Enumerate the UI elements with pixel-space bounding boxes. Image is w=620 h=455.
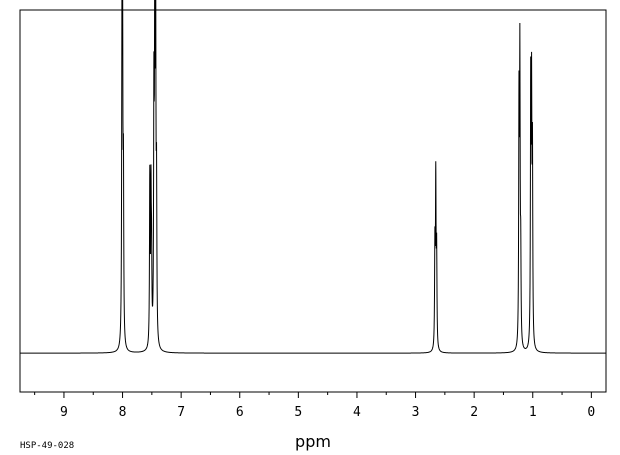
x-axis-tick-labels: 9 8 7 6 5 4 3 2 1 0 <box>60 405 595 420</box>
x-tick-label: 0 <box>587 405 595 420</box>
x-tick-label: 6 <box>236 405 244 420</box>
x-tick-label: 1 <box>529 405 537 420</box>
x-tick-label: 4 <box>353 405 361 420</box>
x-axis-minor-ticks <box>34 392 563 395</box>
spectrum-trace <box>20 0 606 354</box>
x-tick-label: 3 <box>412 405 420 420</box>
x-axis-major-ticks <box>63 392 592 398</box>
plot-frame <box>19 9 607 393</box>
x-tick-label: 8 <box>119 405 127 420</box>
x-tick-label: 7 <box>177 405 185 420</box>
x-axis-title: ppm <box>295 432 331 451</box>
x-tick-label: 2 <box>470 405 478 420</box>
sample-code-label: HSP-49-028 <box>20 441 74 451</box>
x-tick-label: 5 <box>294 405 302 420</box>
x-tick-label: 9 <box>60 405 68 420</box>
